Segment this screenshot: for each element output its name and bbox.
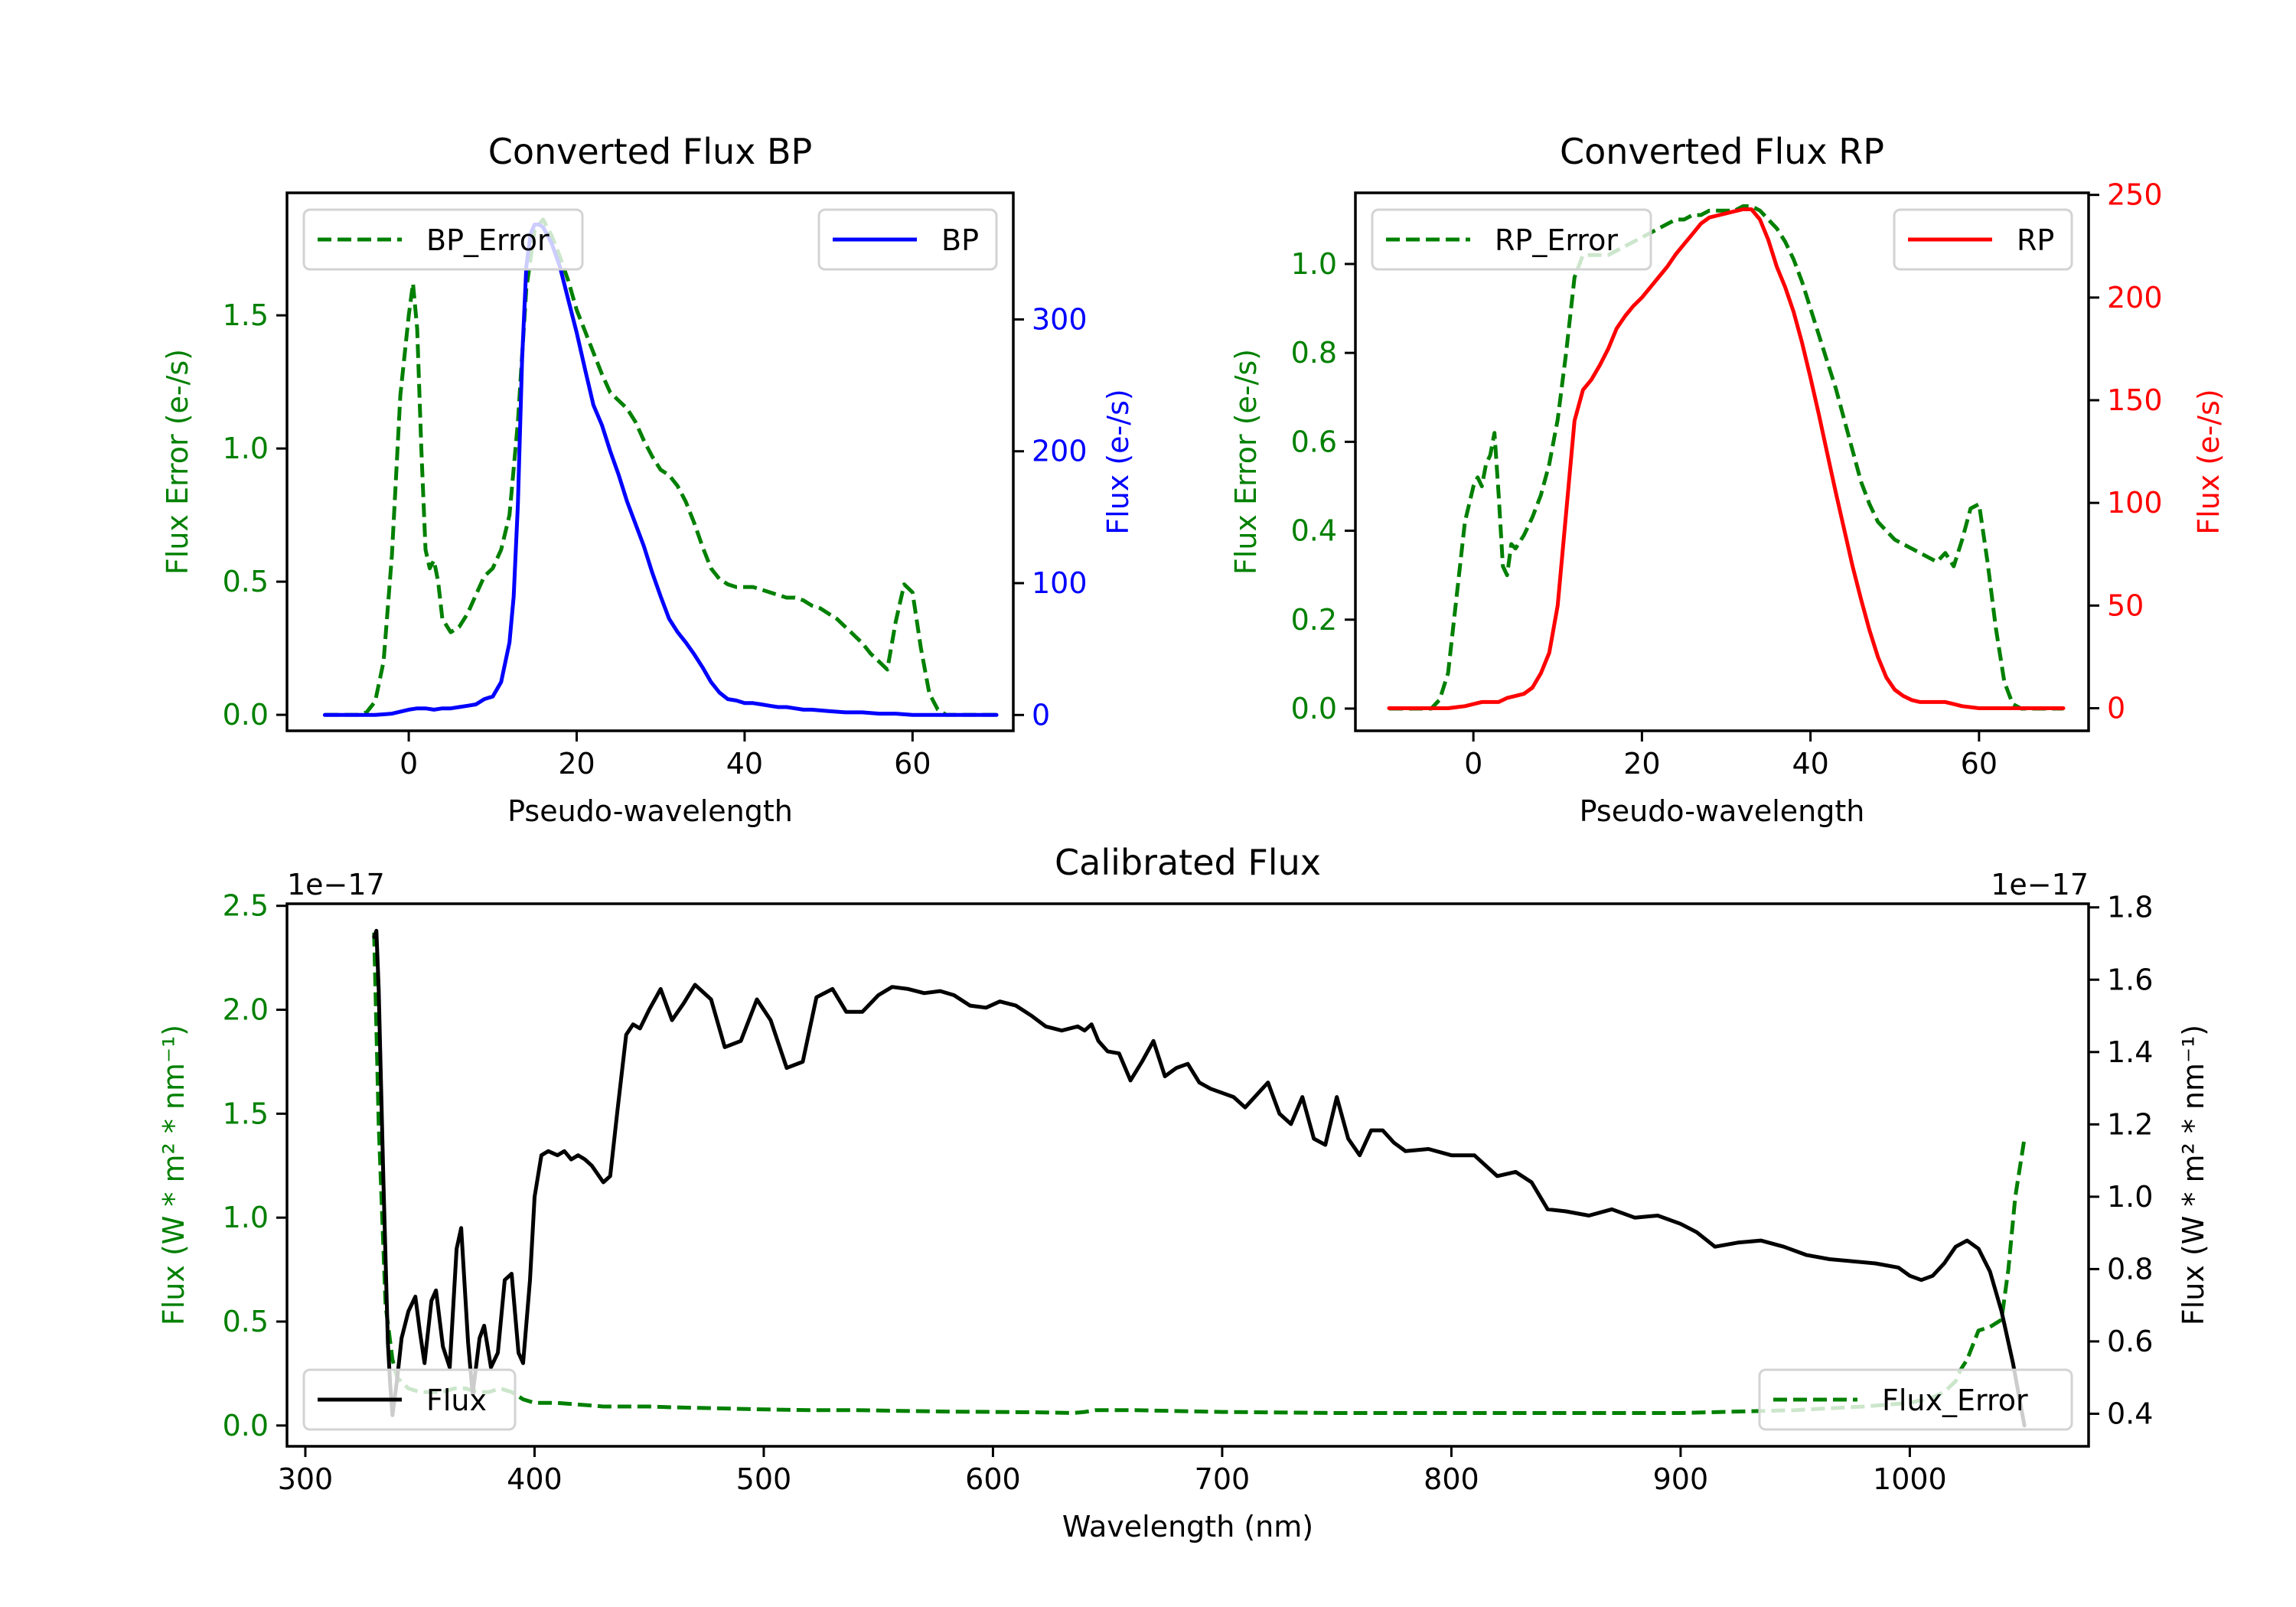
y-tick-label-left: 2.5 bbox=[223, 889, 269, 923]
x-tick-label: 700 bbox=[1195, 1462, 1251, 1496]
x-tick-label: 60 bbox=[894, 747, 931, 781]
y-tick-label-right: 1.4 bbox=[2107, 1035, 2153, 1069]
offset-label-right: 1e−17 bbox=[1991, 868, 2089, 901]
legend-flux-error: Flux_Error bbox=[1758, 1368, 2073, 1431]
y-tick-label-right: 0.6 bbox=[2107, 1325, 2153, 1358]
x-axis-label: Wavelength (nm) bbox=[1062, 1510, 1313, 1543]
y-tick-label-right: 200 bbox=[2107, 281, 2163, 315]
x-tick-label: 300 bbox=[278, 1462, 334, 1496]
legend-label: RP_Error bbox=[1495, 223, 1618, 257]
y-axis-label-right: Flux (e-/s) bbox=[2192, 389, 2226, 534]
y-tick-label-left: 0.0 bbox=[223, 1409, 269, 1442]
legend-label: BP bbox=[941, 223, 979, 257]
y-tick-label-left: 0.8 bbox=[1291, 336, 1337, 370]
legend-label: RP bbox=[2017, 223, 2054, 257]
axes-frame bbox=[285, 902, 2090, 1448]
y-axis-label-right: Flux (e-/s) bbox=[1101, 389, 1135, 534]
x-tick-label: 40 bbox=[1792, 747, 1828, 781]
plot-area bbox=[1387, 204, 2066, 711]
y-tick-label-right: 0.8 bbox=[2107, 1252, 2153, 1286]
y-tick-label-right: 100 bbox=[1032, 566, 1088, 600]
x-tick-label: 20 bbox=[558, 747, 595, 781]
x-axis-label: Pseudo-wavelength bbox=[1580, 794, 1865, 828]
axes-frame bbox=[285, 191, 1015, 732]
y-tick-label-left: 1.5 bbox=[223, 1097, 269, 1130]
chart-title: Converted Flux BP bbox=[488, 131, 813, 172]
y-axis-label-left: Flux Error (e-/s) bbox=[1229, 349, 1263, 575]
y-axis-label-left: Flux (W * m² * nm⁻¹) bbox=[157, 1025, 191, 1325]
y-tick-label-left: 0.0 bbox=[223, 698, 269, 732]
x-tick-label: 500 bbox=[736, 1462, 792, 1496]
y-tick-label-right: 0.4 bbox=[2107, 1397, 2153, 1430]
y-tick-label-right: 100 bbox=[2107, 486, 2163, 520]
x-tick-label: 900 bbox=[1653, 1462, 1709, 1496]
x-tick-label: 400 bbox=[507, 1462, 563, 1496]
y-tick-label-left: 0.0 bbox=[1291, 692, 1337, 725]
x-tick-label: 600 bbox=[965, 1462, 1021, 1496]
panel-calibrated-flux: 300 400 500 600 700 800 900 1000 0.0 0.5 1.0 1.5 2.0… bbox=[157, 842, 2210, 1543]
y-tick-label-left: 1.5 bbox=[223, 298, 269, 332]
panel-converted-flux-rp: 0 20 40 60 0.0 0.2 0.4 0.6 0.8 1.0 0 50 100 150 200 250… bbox=[1229, 131, 2226, 828]
y-tick-label-right: 1.6 bbox=[2107, 963, 2153, 996]
y-tick-label-left: 0.5 bbox=[223, 565, 269, 598]
series-line-bp-error bbox=[325, 217, 997, 717]
axes-frame bbox=[1354, 191, 2090, 732]
legend-bp-error: BP_Error bbox=[302, 208, 584, 271]
legend-bp: BP bbox=[817, 208, 998, 271]
series-line-bp bbox=[322, 222, 999, 717]
chart-title: Calibrated Flux bbox=[1055, 842, 1321, 883]
series-line-flux bbox=[372, 928, 2027, 1428]
legend-box bbox=[1758, 1368, 2073, 1431]
legend-rp: RP bbox=[1893, 208, 2073, 271]
x-tick-label: 60 bbox=[1961, 747, 1998, 781]
y-tick-label-right: 0 bbox=[1032, 698, 1050, 732]
y-tick-label-right: 150 bbox=[2107, 383, 2163, 417]
y-tick-label-right: 300 bbox=[1032, 302, 1088, 336]
y-tick-label-right: 250 bbox=[2107, 178, 2163, 212]
legend-rp-error: RP_Error bbox=[1371, 208, 1652, 271]
y-tick-label-left: 2.0 bbox=[223, 993, 269, 1027]
y-tick-label-left: 1.0 bbox=[1291, 247, 1337, 281]
x-tick-label: 40 bbox=[726, 747, 763, 781]
y-axis-label-left: Flux Error (e-/s) bbox=[161, 349, 194, 575]
y-tick-label-left: 0.2 bbox=[1291, 603, 1337, 637]
legend-box bbox=[302, 1368, 517, 1431]
x-tick-label: 0 bbox=[1464, 747, 1482, 781]
series-line-rp bbox=[1387, 207, 2066, 710]
y-tick-label-right: 1.8 bbox=[2107, 891, 2153, 924]
y-tick-label-right: 50 bbox=[2107, 588, 2144, 622]
offset-label-left: 1e−17 bbox=[287, 868, 385, 901]
legend-label: BP_Error bbox=[426, 223, 550, 257]
x-tick-label: 800 bbox=[1424, 1462, 1479, 1496]
legend-box bbox=[1371, 208, 1652, 271]
legend-label: Flux bbox=[426, 1384, 487, 1417]
legend-box bbox=[302, 208, 584, 271]
y-axis-label-right: Flux (W * m² * nm⁻¹) bbox=[2177, 1025, 2210, 1325]
x-tick-label: 0 bbox=[400, 747, 418, 781]
y-tick-label-right: 0 bbox=[2107, 691, 2125, 725]
y-tick-label-left: 1.0 bbox=[223, 1201, 269, 1234]
x-axis-label: Pseudo-wavelength bbox=[507, 794, 793, 828]
y-tick-label-right: 1.0 bbox=[2107, 1180, 2153, 1214]
y-tick-label-right: 1.2 bbox=[2107, 1107, 2153, 1141]
y-tick-label-left: 0.4 bbox=[1291, 514, 1337, 548]
panel-converted-flux-bp: 0 20 40 60 0.0 0.5 1.0 1.5 0 100 200 300 Converted F… bbox=[161, 131, 1135, 828]
y-tick-label-left: 1.0 bbox=[223, 432, 269, 465]
x-tick-label: 20 bbox=[1623, 747, 1660, 781]
legend-flux: Flux bbox=[302, 1368, 517, 1431]
y-tick-label-left: 0.6 bbox=[1291, 425, 1337, 458]
plot-area bbox=[322, 217, 999, 717]
y-tick-label-left: 0.5 bbox=[223, 1305, 269, 1338]
chart-title: Converted Flux RP bbox=[1560, 131, 1884, 172]
x-tick-label: 1000 bbox=[1873, 1462, 1947, 1496]
series-line-rp-error bbox=[1389, 204, 2063, 711]
legend-label: Flux_Error bbox=[1882, 1384, 2028, 1417]
y-tick-label-right: 200 bbox=[1032, 435, 1088, 468]
